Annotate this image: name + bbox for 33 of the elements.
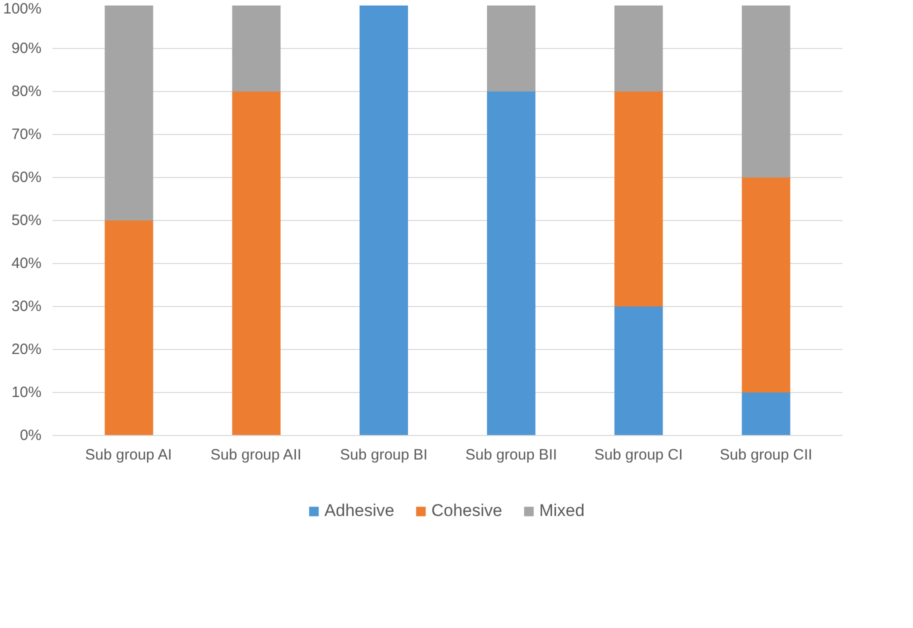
bar: [614, 6, 663, 92]
x-tick-label: Sub group CI: [594, 446, 683, 464]
bar: [742, 6, 790, 178]
y-tick-label: 70%: [11, 126, 42, 143]
y-tick-label: 80%: [11, 83, 42, 100]
bar: [742, 392, 790, 436]
legend-label: Cohesive: [431, 501, 502, 521]
bar: [104, 6, 154, 220]
bar: [232, 92, 281, 436]
bar: [360, 6, 408, 436]
legend-label: Mixed: [539, 501, 585, 521]
bar: [487, 6, 536, 92]
bar: [104, 220, 154, 436]
bar: [232, 6, 281, 92]
y-tick-label: 20%: [11, 341, 42, 358]
y-tick-label: 30%: [11, 298, 42, 315]
legend-label: Adhesive: [324, 501, 394, 521]
y-tick-label: 60%: [11, 169, 42, 186]
y-tick-label: 40%: [11, 255, 42, 272]
bar: [614, 92, 663, 306]
x-tick-label: Sub group BII: [465, 446, 558, 464]
x-tick-label: Sub group CII: [720, 446, 812, 464]
y-tick-label: 10%: [11, 384, 42, 401]
x-tick-label: Sub group AI: [85, 446, 172, 464]
x-tick-label: Sub group AII: [210, 446, 302, 464]
y-tick-label: 100%: [3, 0, 42, 18]
bar: [614, 306, 663, 436]
x-tick-label: Sub group BI: [340, 446, 428, 464]
y-tick-label: 50%: [11, 212, 42, 229]
y-tick-label: 90%: [11, 40, 42, 57]
bar: [487, 92, 536, 436]
bar: [742, 178, 790, 392]
y-tick-label: 0%: [20, 427, 42, 444]
